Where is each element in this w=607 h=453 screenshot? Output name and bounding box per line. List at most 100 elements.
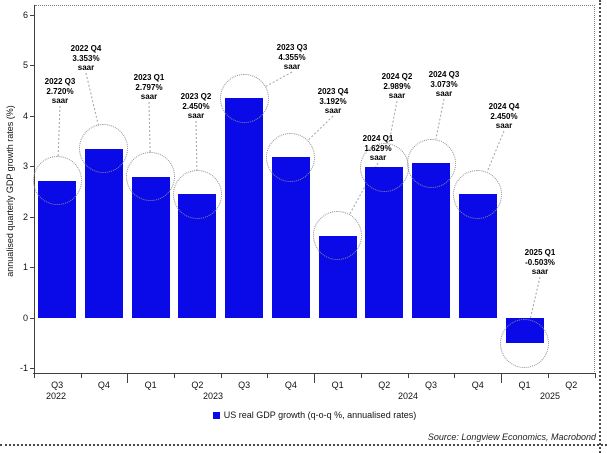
x-tick-mark: [220, 374, 222, 378]
annotation-line: 1.629%: [364, 143, 392, 153]
x-quarter-label: Q3: [238, 380, 251, 390]
x-quarter-label: Q4: [97, 380, 110, 390]
callout-circle: [313, 211, 363, 261]
annotation-line: saar: [324, 106, 342, 115]
y-tick-mark: [30, 14, 34, 16]
annotation-line: saar: [283, 62, 301, 71]
annotation-line: 2024 Q4: [488, 102, 520, 111]
x-axis-line: [33, 373, 596, 374]
bar-annotation: 2022 Q4 3.353% saar: [46, 44, 126, 73]
x-tick-mark: [314, 374, 316, 383]
bar-annotation: 2024 Q2 2.989% saar: [357, 72, 437, 101]
x-quarter-label: Q1: [144, 380, 157, 390]
annotation-line: 2.797%: [135, 82, 163, 92]
annotation-line: 2023 Q3: [276, 43, 308, 52]
annotation-line: saar: [187, 111, 205, 120]
x-year-label: 2023: [202, 391, 224, 401]
bar-annotation: 2023 Q3 4.355% saar: [252, 43, 332, 72]
annotation-line: 2023 Q4: [317, 87, 349, 96]
y-tick-mark: [30, 216, 34, 218]
legend: US real GDP growth (q-o-q %, annualised …: [35, 410, 594, 420]
x-quarter-label: Q2: [378, 380, 391, 390]
legend-label: US real GDP growth (q-o-q %, annualised …: [223, 410, 417, 420]
source-credit: Source: Longview Economics, Macrobond: [427, 432, 596, 442]
callout-circle: [32, 156, 82, 206]
gdp-bar: [225, 98, 264, 318]
y-tick-label: 0: [22, 312, 28, 323]
y-tick-mark: [30, 367, 34, 369]
annotation-line: 2.450%: [490, 111, 518, 121]
bar-annotation: 2025 Q1 -0.503% saar: [500, 248, 580, 277]
y-tick-mark: [30, 65, 34, 67]
annotation-line: 3.353%: [72, 53, 100, 63]
bar-annotation: 2022 Q3 2.720% saar: [20, 77, 100, 106]
x-tick-mark: [594, 374, 596, 378]
x-quarter-label: Q2: [565, 380, 578, 390]
bar-annotation: 2024 Q1 1.629% saar: [338, 134, 418, 163]
callout-circle: [79, 124, 129, 174]
annotation-line: saar: [531, 267, 549, 276]
x-quarter-label: Q1: [518, 380, 531, 390]
x-year-label: 2024: [397, 391, 419, 401]
bar-annotation: 2024 Q4 2.450% saar: [464, 102, 544, 131]
annotation-line: saar: [51, 96, 69, 105]
y-tick-mark: [30, 267, 34, 269]
y-tick-label: 6: [22, 9, 28, 20]
annotation-line: 2024 Q3: [428, 70, 460, 79]
y-tick-label: 4: [22, 110, 28, 121]
legend-swatch-icon: [212, 411, 220, 419]
callout-circle: [266, 132, 316, 182]
bar-annotation: 2023 Q1 2.797% saar: [109, 73, 189, 102]
annotation-line: 2.450%: [182, 101, 210, 111]
annotation-line: 2.720%: [46, 86, 74, 96]
annotation-line: saar: [388, 91, 406, 100]
x-tick-mark: [360, 374, 362, 378]
annotation-line: saar: [140, 92, 158, 101]
x-tick-mark: [501, 374, 503, 383]
annotation-line: 3.073%: [430, 79, 458, 89]
x-tick-mark: [80, 374, 82, 378]
callout-circle: [406, 138, 456, 188]
annotation-line: 2.989%: [383, 81, 411, 91]
x-tick-mark: [407, 374, 409, 378]
annotation-line: -0.503%: [525, 257, 555, 267]
callout-circle: [453, 169, 503, 219]
annotation-line: 2024 Q2: [381, 72, 413, 81]
image-bottom-border: [0, 444, 607, 446]
callout-circle: [126, 152, 176, 202]
y-tick-label: 2: [22, 211, 28, 222]
annotation-line: 4.355%: [278, 52, 306, 62]
callout-circle: [172, 169, 222, 219]
x-tick-mark: [454, 374, 456, 378]
annotation-line: saar: [369, 153, 387, 162]
gdp-bar: [84, 148, 123, 318]
x-tick-mark: [127, 374, 129, 383]
x-tick-mark: [174, 374, 176, 378]
bar-annotation: 2023 Q2 2.450% saar: [156, 92, 236, 121]
y-tick-mark: [30, 166, 34, 168]
y-axis-title: annualised quarterly GDP growth rates (%…: [5, 105, 15, 277]
x-tick-mark: [267, 374, 269, 378]
annotation-line: 3.192%: [319, 96, 347, 106]
callout-circle: [500, 318, 549, 368]
annotation-line: 2024 Q1: [362, 134, 394, 143]
y-tick-label: 5: [22, 60, 28, 71]
y-tick-label: 1: [22, 262, 28, 273]
gdp-bar: [271, 157, 310, 318]
x-tick-mark: [33, 374, 35, 378]
annotation-line: 2023 Q1: [133, 73, 165, 82]
y-tick-mark: [30, 317, 34, 319]
x-year-label: 2025: [539, 391, 561, 401]
plot-area: [35, 5, 595, 374]
x-quarter-label: Q4: [284, 380, 297, 390]
x-quarter-label: Q3: [425, 380, 438, 390]
x-tick-mark: [547, 374, 549, 378]
x-quarter-label: Q3: [51, 380, 64, 390]
annotation-line: 2022 Q4: [70, 44, 102, 53]
x-year-label: 2022: [45, 391, 67, 401]
image-right-border: [599, 0, 601, 453]
gdp-bar: [365, 167, 404, 318]
x-quarter-label: Q1: [331, 380, 344, 390]
annotation-line: 2025 Q1: [524, 248, 556, 257]
